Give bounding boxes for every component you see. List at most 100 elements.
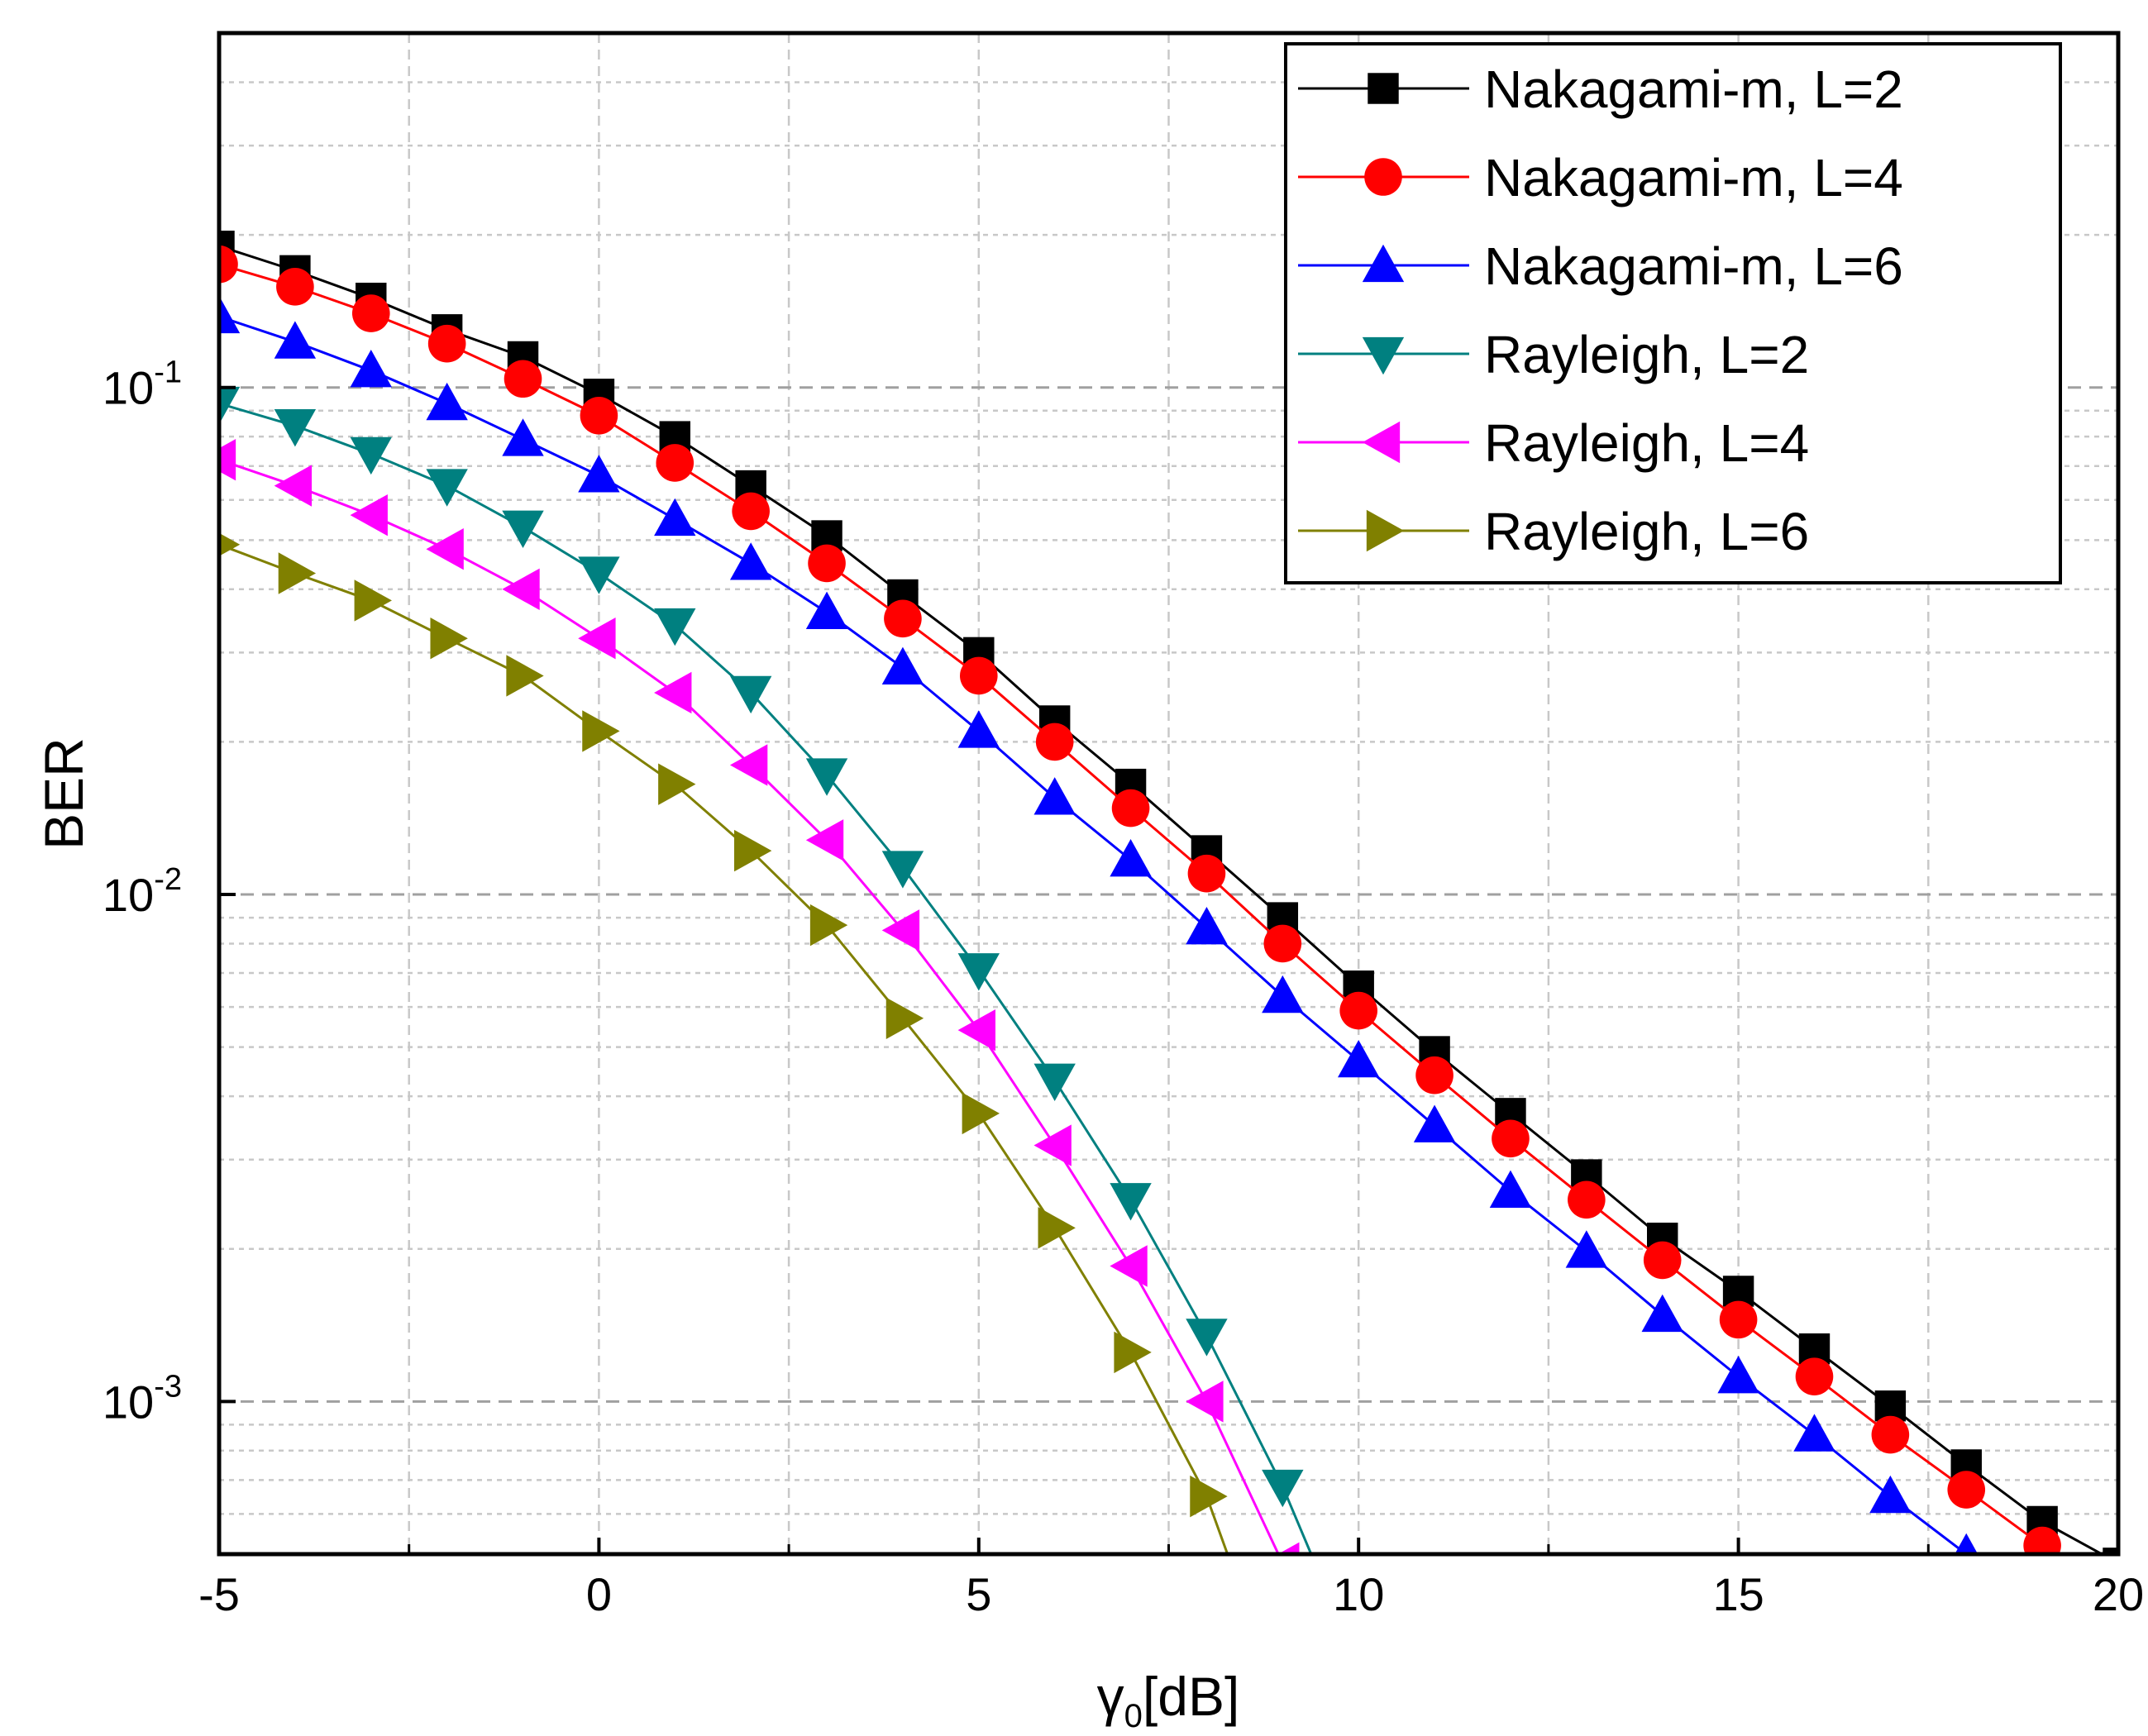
data-point — [504, 360, 542, 398]
legend-item: Rayleigh, L=6 — [1298, 502, 1809, 561]
data-point — [350, 436, 392, 475]
data-point — [1033, 777, 1076, 815]
data-point — [426, 382, 468, 421]
legend-marker — [1364, 158, 1402, 196]
legend-label: Nakagami-m, L=6 — [1484, 236, 1903, 296]
data-point — [654, 671, 692, 714]
legend-label: Rayleigh, L=2 — [1484, 325, 1809, 384]
x-axis-label-unit: [dB] — [1143, 1666, 1239, 1727]
data-point — [1262, 975, 1304, 1013]
data-point — [957, 953, 1000, 991]
series-4 — [219, 386, 1313, 1554]
data-point — [1643, 1241, 1682, 1280]
data-point — [885, 997, 924, 1039]
data-point — [729, 542, 772, 580]
data-point — [1415, 1056, 1453, 1095]
data-point — [426, 528, 464, 570]
x-axis-label: γ0[dB] — [1097, 1666, 1240, 1734]
data-point — [1492, 1119, 1530, 1158]
data-point — [1339, 991, 1377, 1030]
data-point — [427, 324, 466, 363]
data-point — [430, 618, 468, 660]
data-point — [1717, 1355, 1759, 1394]
data-point — [809, 904, 848, 947]
data-point — [960, 656, 998, 695]
x-tick-label: 5 — [966, 1568, 991, 1620]
data-point — [219, 295, 241, 334]
data-point — [219, 245, 238, 284]
data-point — [580, 396, 618, 435]
data-point — [805, 591, 848, 629]
data-point — [884, 599, 922, 638]
data-point — [426, 469, 468, 507]
data-point — [219, 439, 236, 481]
data-point — [1111, 789, 1150, 827]
data-point — [957, 710, 1000, 748]
data-point — [1641, 1294, 1683, 1333]
data-point — [881, 909, 920, 951]
y-tick-label: 10-1 — [103, 355, 182, 414]
data-point — [1489, 1170, 1532, 1209]
series-6 — [219, 532, 1229, 1554]
data-point — [1338, 1039, 1380, 1078]
data-point — [2103, 1548, 2118, 1554]
data-point — [654, 498, 696, 537]
data-point — [1871, 1415, 1910, 1454]
data-point — [1568, 1180, 1606, 1219]
data-point — [1110, 1245, 1148, 1287]
data-point — [1719, 1300, 1758, 1339]
data-point — [1038, 1207, 1076, 1249]
data-point — [881, 646, 924, 684]
data-point — [805, 758, 848, 796]
legend-marker — [1368, 73, 1399, 104]
data-point — [1186, 1319, 1228, 1357]
data-point — [502, 510, 544, 549]
y-tick-label: 10-2 — [103, 862, 182, 921]
data-point — [582, 710, 620, 752]
x-tick-label: 10 — [1333, 1568, 1384, 1620]
data-point — [502, 568, 540, 610]
data-point — [1186, 1381, 1224, 1423]
data-point — [1869, 1475, 1912, 1514]
data-point — [2023, 1526, 2061, 1554]
legend-label: Nakagami-m, L=4 — [1484, 148, 1903, 207]
data-point — [808, 544, 846, 583]
y-axis-label: BER — [33, 737, 94, 850]
series-group — [219, 231, 2118, 1554]
x-axis-label-subscript: 0 — [1124, 1698, 1143, 1734]
data-point — [278, 552, 317, 594]
data-point — [734, 829, 772, 872]
data-point — [350, 350, 392, 388]
data-point — [506, 655, 544, 697]
data-point — [1186, 907, 1228, 945]
data-point — [957, 1009, 995, 1052]
data-point — [274, 408, 317, 447]
data-point — [1033, 1124, 1072, 1166]
data-point — [1035, 723, 1074, 761]
data-point — [1955, 1533, 1979, 1554]
data-point — [1190, 1475, 1228, 1518]
data-point — [274, 321, 317, 359]
data-point — [1263, 924, 1302, 963]
series-3 — [219, 295, 1979, 1554]
data-point — [350, 494, 388, 537]
legend-item: Rayleigh, L=2 — [1298, 325, 1809, 384]
series-2 — [219, 245, 2061, 1554]
data-point — [1187, 854, 1226, 893]
data-point — [1947, 1471, 1986, 1509]
legend-marker — [1362, 421, 1401, 464]
data-point — [962, 1092, 1000, 1135]
data-point — [1413, 1104, 1456, 1142]
data-point — [656, 444, 695, 482]
x-tick-label: 0 — [586, 1568, 612, 1620]
data-point — [729, 744, 768, 786]
series-line — [219, 458, 1280, 1554]
legend-item: Rayleigh, L=4 — [1298, 413, 1809, 473]
data-point — [658, 763, 696, 805]
data-point — [578, 455, 620, 493]
axis-ticks: -5 0 5 10 15 20 10-1 10-2 10-3 — [103, 355, 2144, 1620]
data-point — [1795, 1357, 1834, 1395]
data-point — [219, 386, 241, 425]
legend-label: Nakagami-m, L=2 — [1484, 60, 1903, 119]
data-point — [1033, 1063, 1076, 1102]
